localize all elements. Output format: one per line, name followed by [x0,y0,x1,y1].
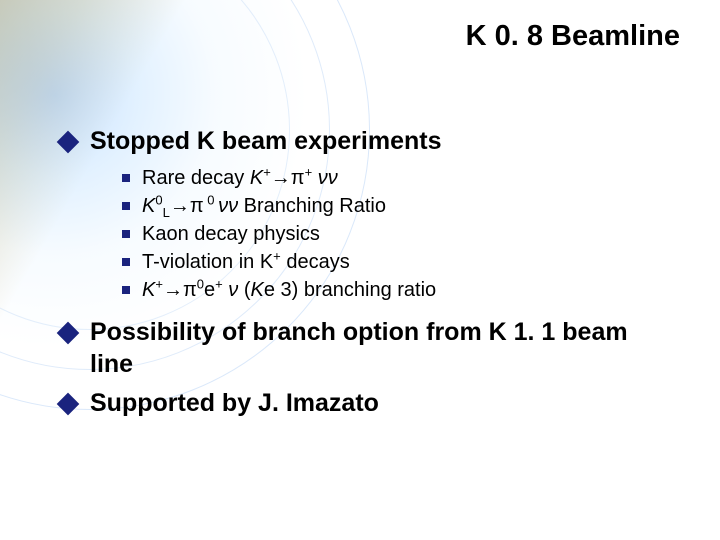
content-area: Stopped K beam experiments Rare decay K+… [60,120,670,427]
square-icon [122,258,130,266]
text-suffix: branching ratio [298,279,436,301]
bullet-text: Possibility of branch option from K 1. 1… [90,317,670,380]
bullet-level1: Possibility of branch option from K 1. 1… [60,317,670,380]
bullet-text: Rare decay K+→π+ νν [142,165,338,191]
bullet-level1: Supported by J. Imazato [60,388,670,419]
formula: K0L→π 0 νν [142,195,238,217]
text-suffix: Branching Ratio [238,195,386,217]
bullet-text: K+→π0e+ ν (Ke 3) branching ratio [142,277,436,303]
square-icon [122,174,130,182]
bullet-level2: K0L→π 0 νν Branching Ratio [122,193,670,219]
bullet-level1: Stopped K beam experiments [60,126,670,157]
bullet-level2: Kaon decay physics [122,221,670,247]
bullet-level2: T-violation in K+ decays [122,249,670,275]
bullet-text: T-violation in K+ decays [142,249,350,275]
text-suffix: decays [281,251,350,273]
bullet-text: K0L→π 0 νν Branching Ratio [142,193,386,219]
square-icon [122,286,130,294]
bullet-text: Stopped K beam experiments [90,126,441,157]
bullet-text: Supported by J. Imazato [90,388,379,419]
formula: + [273,251,281,273]
diamond-icon [57,131,80,154]
text-prefix: Rare decay [142,167,250,189]
text-prefix: T-violation in K [142,251,273,273]
bullet-level2: K+→π0e+ ν (Ke 3) branching ratio [122,277,670,303]
bullet-text: Kaon decay physics [142,221,320,247]
diamond-icon [57,392,80,415]
bullet-level2: Rare decay K+→π+ νν [122,165,670,191]
square-icon [122,230,130,238]
diamond-icon [57,322,80,345]
formula: K+→π+ νν [250,167,338,189]
square-icon [122,202,130,210]
text-prefix: Kaon decay physics [142,223,320,245]
slide-title: K 0. 8 Beamline [466,20,680,53]
formula: K+→π0e+ ν (Ke 3) [142,279,298,301]
